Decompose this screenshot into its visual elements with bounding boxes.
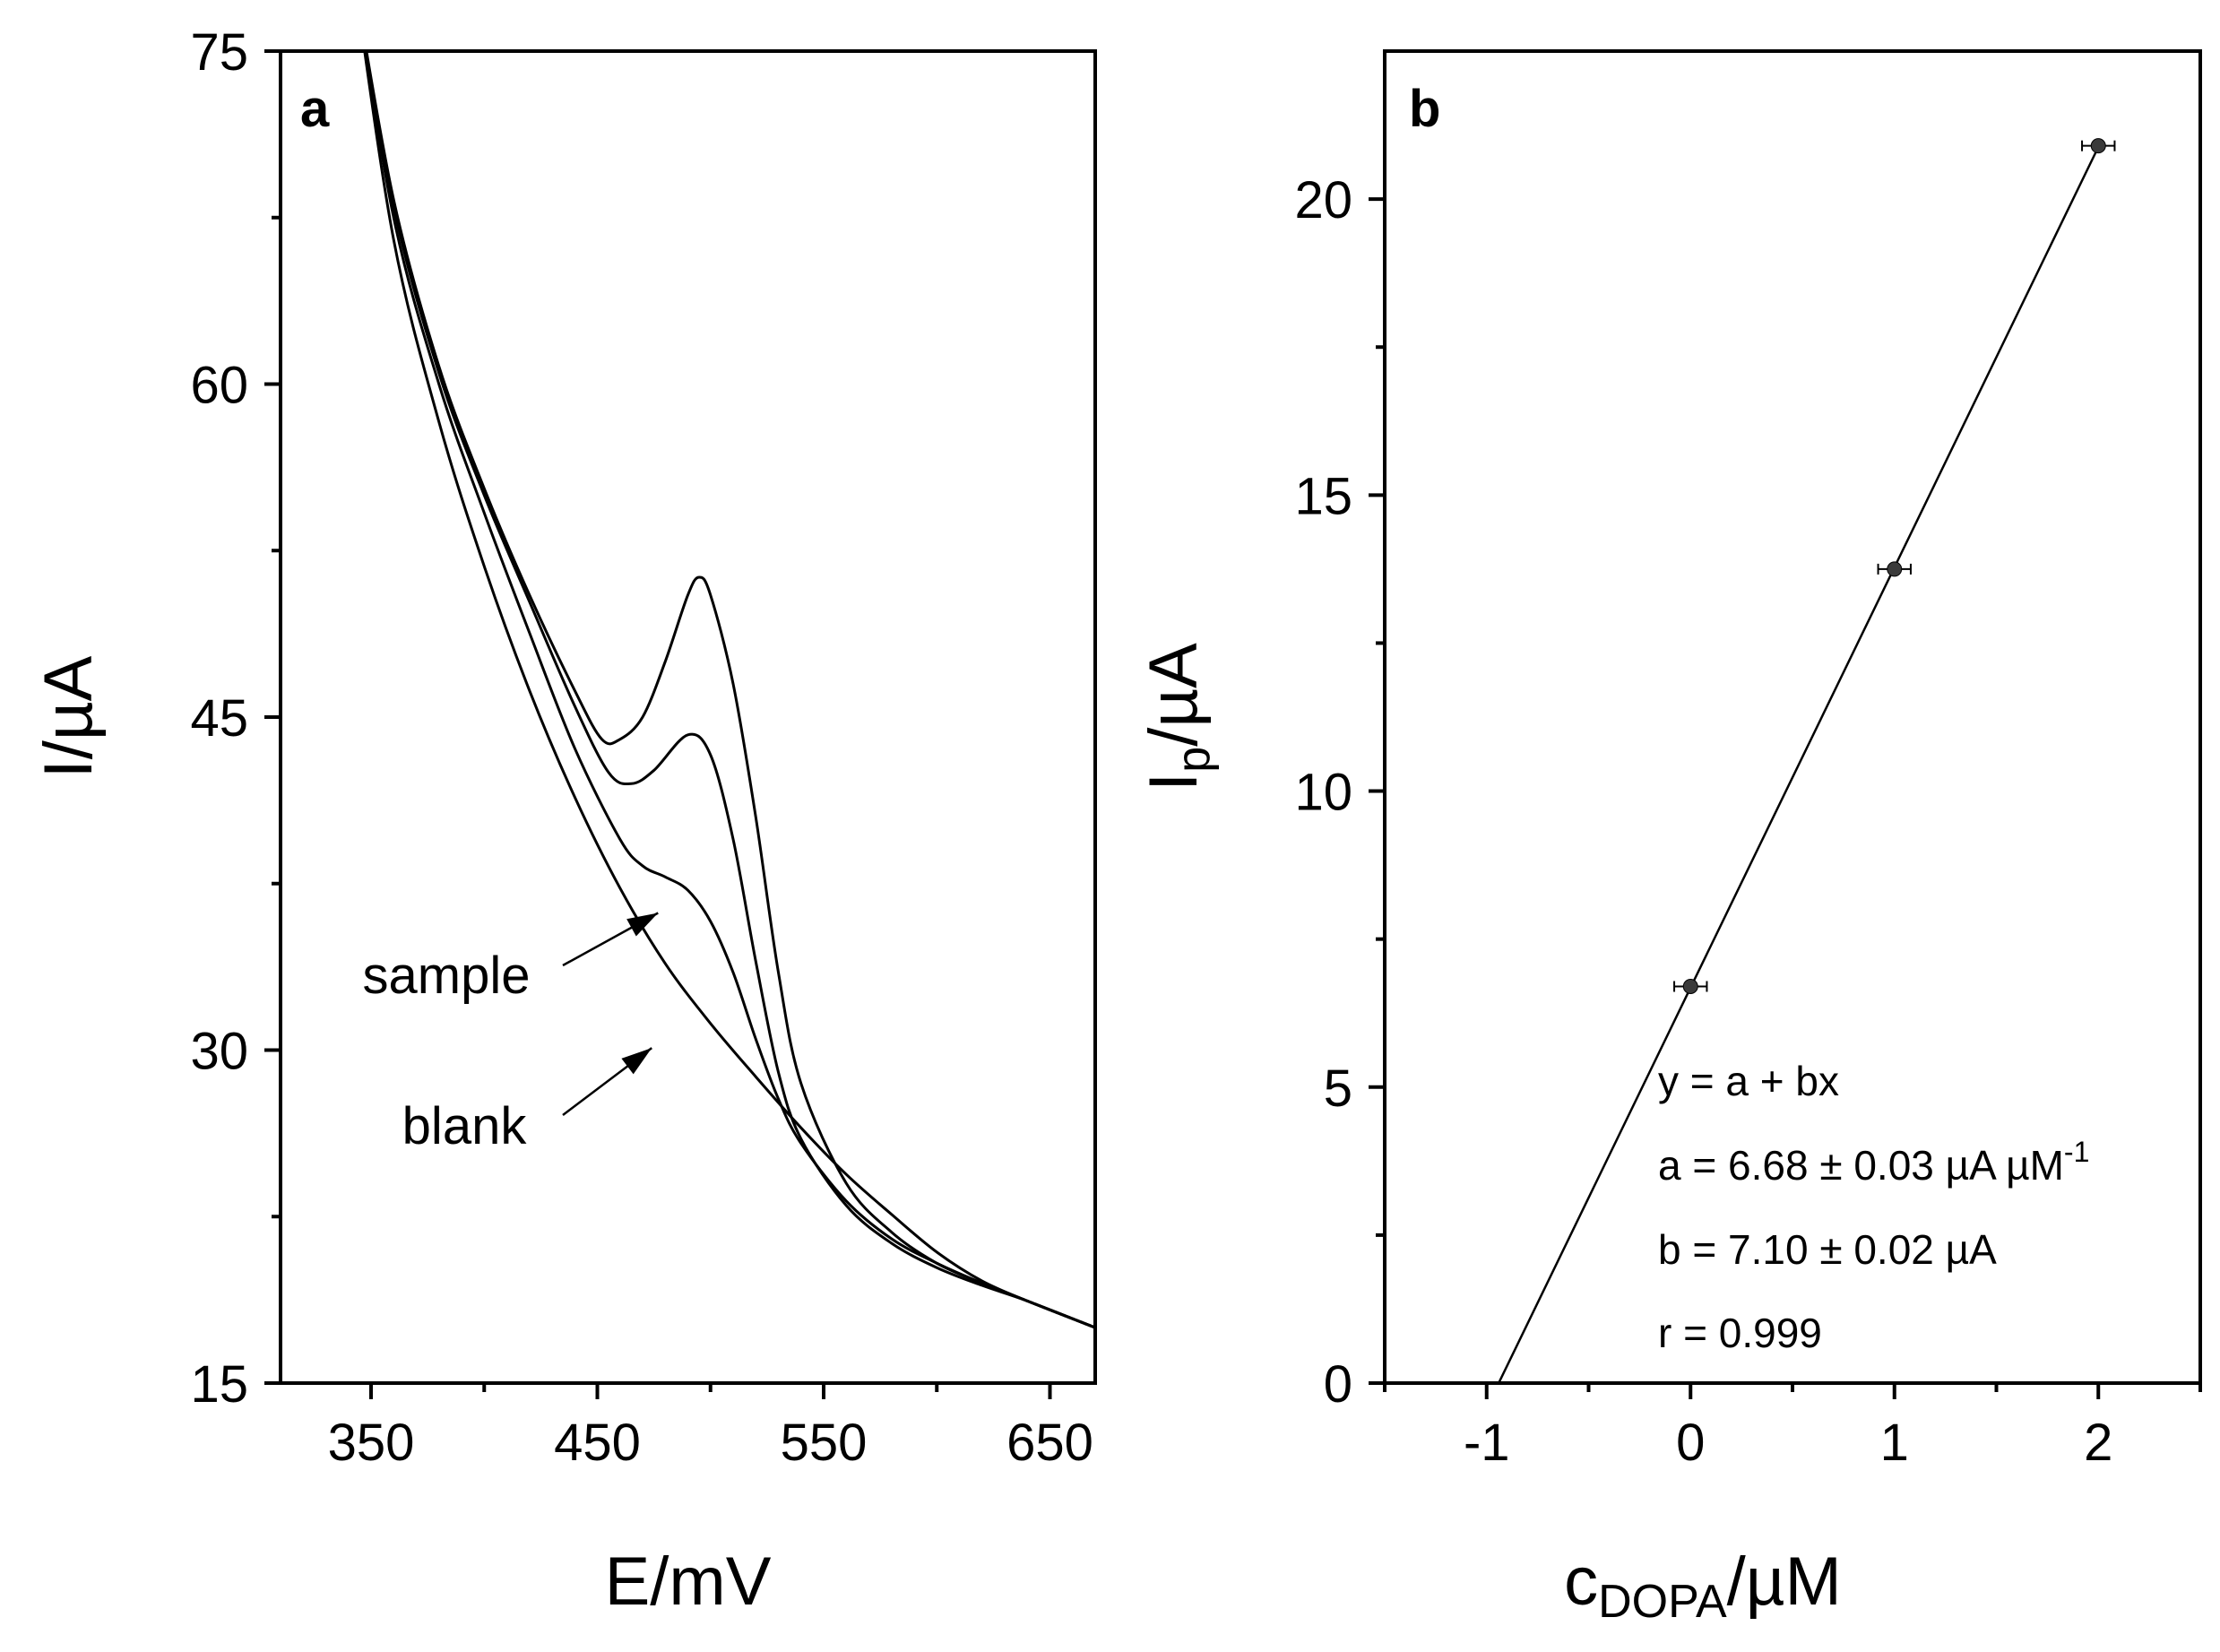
panel-b-y-tick-label-15: 15	[1294, 467, 1352, 525]
curve-blank	[363, 51, 1095, 1329]
panel-a-x-tick-label-450: 450	[554, 1414, 641, 1472]
panel-b-x-title-sub: DOPA	[1598, 1576, 1727, 1628]
panel-a-x-tick-label-350: 350	[328, 1414, 415, 1472]
panel-b-x-title-unit: /µM	[1727, 1544, 1842, 1620]
equation-line-1: y = a + bx	[1658, 1058, 1839, 1104]
panel-a-x-tick-label-650: 650	[1006, 1414, 1093, 1472]
curve-addition-1	[364, 51, 1095, 1329]
panel-b-y-tick-label-10: 10	[1294, 764, 1352, 822]
panel-a-y-tick-label-75: 75	[190, 23, 248, 82]
data-point-2	[2090, 138, 2106, 154]
panel-b-y-axis-title: Ip/µA	[1136, 643, 1220, 791]
panel-a-curves	[363, 51, 1095, 1329]
panel-b-x-tick-label-1: 1	[1880, 1414, 1909, 1472]
panel-a-y-tick-label-60: 60	[190, 357, 248, 415]
panel-b-frame	[1383, 49, 2202, 1385]
equation-line-2: a = 6.68 ± 0.03 µA µM-1	[1658, 1136, 2089, 1189]
panel-b-y-tick-label-5: 5	[1324, 1060, 1352, 1118]
panel-a-y-tick-label-30: 30	[190, 1023, 248, 1081]
curve-addition-2	[365, 51, 1095, 1329]
panel-a-x-axis-title: E/mV	[605, 1544, 772, 1620]
panel-b-fit-line	[1498, 146, 2100, 1384]
panel-b-label: b	[1409, 80, 1440, 138]
panel-a-frame	[279, 49, 1097, 1385]
curve-sample	[364, 51, 1095, 1329]
data-point-1	[1887, 561, 1903, 577]
annotation-blank-label: blank	[402, 1097, 528, 1155]
annotation-sample-label: sample	[363, 947, 531, 1005]
panel-b-x-axis-title: cDOPA/µM	[1564, 1544, 1842, 1628]
panel-a-y-tick-label-15: 15	[190, 1355, 248, 1414]
equation-line-3: b = 7.10 ± 0.02 µA	[1658, 1226, 1997, 1273]
panel-b-y-tick-label-20: 20	[1294, 171, 1352, 229]
panel-b-x-tick-label-0: 0	[1676, 1414, 1705, 1472]
panel-a-x-tick-label-550: 550	[781, 1414, 868, 1472]
panel-b-x-tick-label--1: -1	[1464, 1414, 1510, 1472]
panel-b-x-tick-label-2: 2	[2084, 1414, 2112, 1472]
panel-a-ticks: 350 450 550 650 15 30 45 60 75	[190, 23, 1093, 1472]
panel-b-y-tick-label-0: 0	[1324, 1355, 1352, 1414]
panel-a-label: a	[300, 80, 330, 138]
equation-line-4: r = 0.999	[1658, 1310, 1822, 1356]
equation-line-2-text: a = 6.68 ± 0.03 µA µM	[1658, 1142, 2064, 1189]
panel-b-points	[1673, 138, 2116, 995]
panel-b-y-title-main: I	[1136, 773, 1212, 791]
panel-b-equation: y = a + bx a = 6.68 ± 0.03 µA µM-1 b = 7…	[1658, 1058, 2089, 1356]
panel-b-y-title-unit: /µA	[1136, 643, 1212, 747]
panel-a: 350 450 550 650 15 30 45 60 75 a E/mV I/µA sampl…	[30, 23, 1097, 1620]
annotation-sample-arrowhead	[626, 912, 659, 937]
panel-a-y-tick-label-45: 45	[190, 689, 248, 748]
panel-b-x-title-main: c	[1564, 1544, 1598, 1620]
data-point-0	[1682, 979, 1698, 995]
panel-b-y-title-sub: p	[1168, 747, 1220, 773]
annotation-blank-arrowhead	[621, 1048, 652, 1075]
equation-line-2-sup: -1	[2064, 1136, 2089, 1168]
panel-a-y-axis-title: I/µA	[30, 655, 107, 778]
